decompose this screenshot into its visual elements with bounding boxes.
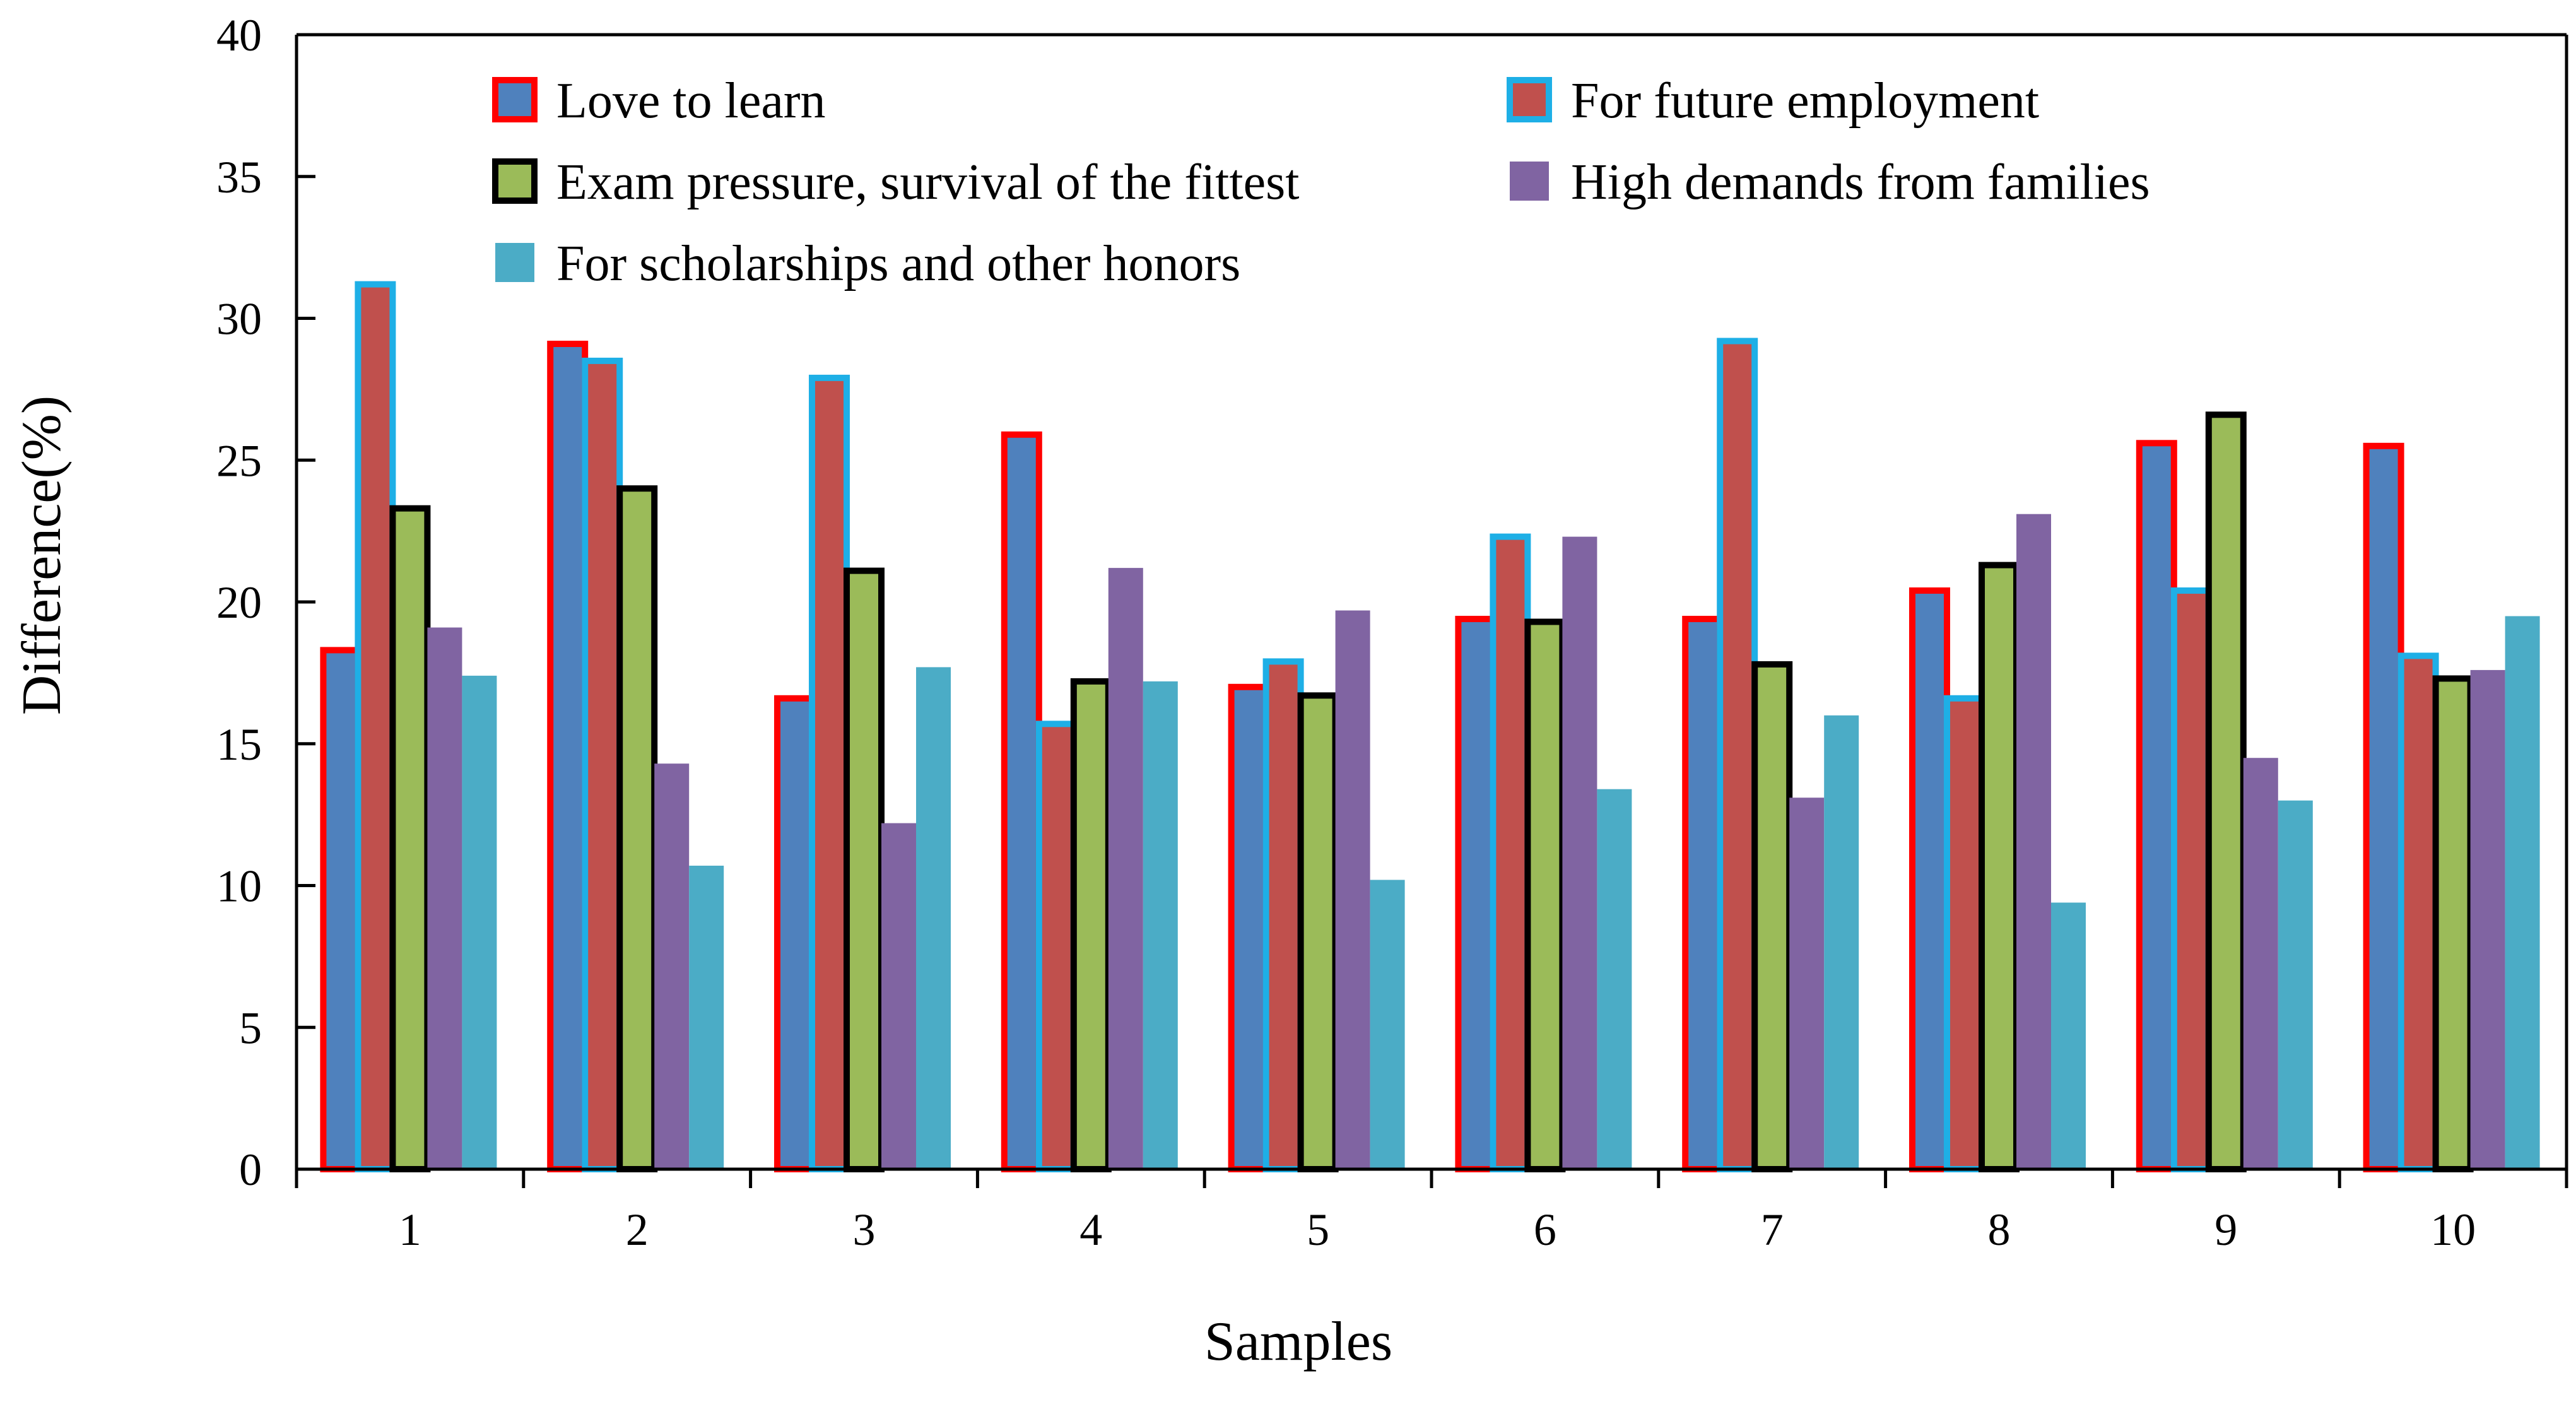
x-tick-label: 2 [626, 1205, 649, 1255]
bar-series5-sample10 [2505, 616, 2540, 1169]
bar-series4-sample3 [881, 823, 916, 1169]
bar-series4-sample5 [1335, 610, 1370, 1169]
x-tick-label: 7 [1761, 1205, 1784, 1255]
y-tick-label: 25 [216, 435, 262, 486]
legend-label-series2: For future employment [1571, 73, 2039, 129]
bar-series1-sample8 [1909, 587, 1950, 1172]
bar-series1-sample1 [320, 647, 362, 1172]
y-tick-label: 10 [216, 861, 262, 912]
bar-series5-sample6 [1597, 789, 1632, 1169]
bar-series3-sample2 [616, 485, 658, 1173]
y-tick-label: 5 [239, 1003, 262, 1053]
bar-series5-sample8 [2051, 902, 2086, 1169]
x-tick-label: 10 [2430, 1205, 2476, 1255]
bar-series1-sample7 [1682, 616, 1724, 1172]
bar-series3-sample8 [1979, 562, 2020, 1172]
y-tick-label: 15 [216, 719, 262, 770]
y-tick-label: 0 [239, 1145, 262, 1195]
bar-series2-sample6 [1490, 533, 1531, 1172]
bar-series4-sample4 [1108, 568, 1143, 1169]
bar-series1-sample3 [774, 695, 815, 1173]
bar-series2-sample5 [1262, 658, 1304, 1172]
bar-series3-sample3 [844, 567, 885, 1172]
legend-label-series4: High demands from families [1571, 155, 2150, 210]
y-axis-title: Difference(%) [11, 396, 73, 715]
bar-series4-sample2 [654, 763, 690, 1169]
legend-label-series3: Exam pressure, survival of the fittest [556, 155, 1299, 210]
bar-series5-sample5 [1370, 880, 1405, 1169]
bar-series2-sample3 [809, 374, 850, 1172]
bar-series4-sample8 [2016, 514, 2051, 1170]
bar-series4-sample1 [427, 627, 462, 1169]
bar-series2-sample9 [2170, 587, 2212, 1172]
bar-series1-sample6 [1455, 616, 1497, 1172]
bar-series5-sample9 [2278, 800, 2313, 1169]
bar-series2-sample4 [1035, 721, 1077, 1173]
x-axis-title: Samples [1204, 1311, 1392, 1372]
bar-series3-sample7 [1751, 661, 1793, 1172]
bar-series3-sample9 [2205, 411, 2247, 1172]
x-tick-label: 9 [2214, 1205, 2237, 1255]
legend-swatch-series5 [495, 243, 534, 282]
bar-series5-sample1 [462, 675, 497, 1169]
bar-series2-sample10 [2397, 652, 2439, 1172]
legend-label-series1: Love to learn [556, 73, 825, 129]
bar-series5-sample2 [689, 866, 724, 1169]
bar-series3-sample5 [1297, 692, 1339, 1173]
bar-series4-sample10 [2470, 669, 2505, 1169]
bar-series3-sample10 [2432, 675, 2474, 1172]
bar-series1-sample9 [2136, 440, 2177, 1172]
x-tick-label: 6 [1534, 1205, 1556, 1255]
bar-series3-sample4 [1070, 678, 1112, 1172]
y-tick-label: 40 [216, 10, 262, 61]
bars-layer [320, 281, 2540, 1173]
x-tick-label: 4 [1079, 1205, 1102, 1255]
bar-series1-sample5 [1228, 683, 1269, 1173]
ticks-layer: 0 5 10 15 20 25 30 35 40 1 2 3 4 5 6 7 8 9 10 [216, 10, 2568, 1255]
bar-series4-sample6 [1562, 536, 1597, 1169]
bar-series1-sample10 [2363, 442, 2404, 1172]
bar-series5-sample3 [916, 667, 951, 1169]
bar-series5-sample4 [1143, 681, 1178, 1169]
bar-series4-sample7 [1789, 798, 1825, 1169]
y-tick-label: 20 [216, 577, 262, 628]
legend-swatch-series4 [1510, 162, 1549, 201]
legend-swatch-series1 [492, 77, 538, 122]
legend-swatch-series3 [492, 158, 538, 204]
x-tick-label: 1 [399, 1205, 421, 1255]
y-tick-label: 35 [216, 152, 262, 203]
bar-series2-sample1 [355, 281, 396, 1173]
legend-swatch-series2 [1507, 77, 1552, 122]
bar-series4-sample9 [2243, 758, 2278, 1169]
bar-series3-sample1 [389, 505, 431, 1173]
bar-series3-sample6 [1524, 618, 1566, 1172]
y-tick-label: 30 [216, 294, 262, 345]
bar-series1-sample2 [547, 341, 589, 1172]
x-tick-label: 5 [1307, 1205, 1329, 1255]
bar-series5-sample7 [1824, 715, 1859, 1169]
bar-series1-sample4 [1001, 431, 1042, 1172]
legend-label-series5: For scholarships and other honors [556, 236, 1240, 292]
legend: Love to learn For future employment Exam p… [492, 73, 2150, 292]
x-tick-label: 8 [1988, 1205, 2011, 1255]
x-tick-label: 3 [853, 1205, 876, 1255]
bar-series2-sample7 [1717, 338, 1758, 1172]
bar-series2-sample2 [582, 357, 623, 1172]
bar-series2-sample8 [1944, 695, 1985, 1173]
